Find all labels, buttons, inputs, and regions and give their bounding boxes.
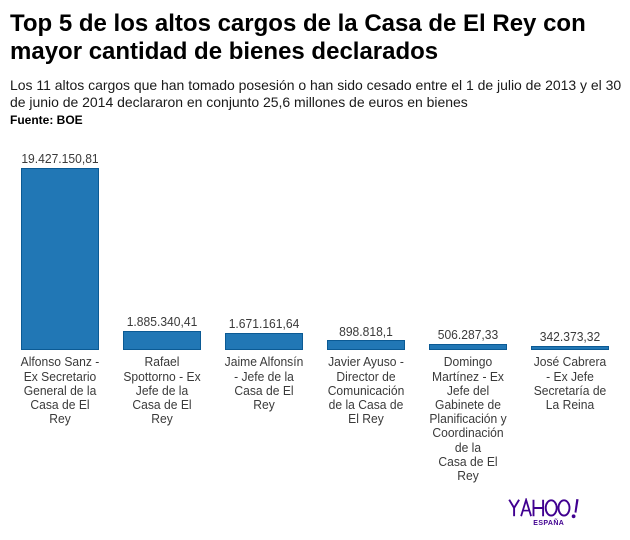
- svg-text:ESPAÑA: ESPAÑA: [533, 517, 564, 526]
